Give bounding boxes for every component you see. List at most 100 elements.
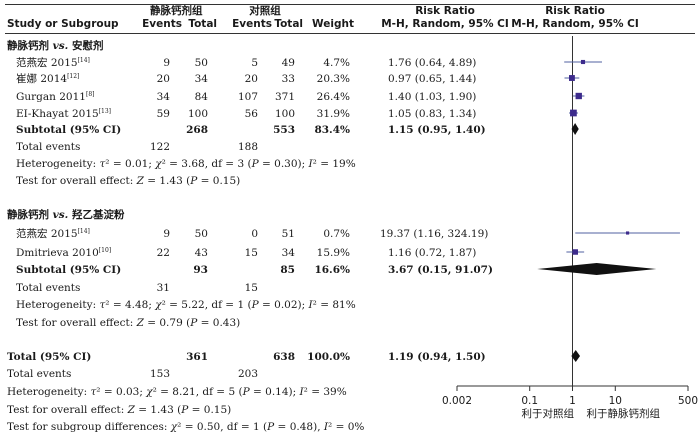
total-events-label: Total events: [16, 141, 81, 153]
study-name: EI-Khayat 2015[13]: [16, 108, 112, 120]
total-events-label: Total events: [7, 368, 72, 380]
risk-ratio-ci: 0.97 (0.65, 1.44): [388, 73, 477, 85]
rr-method-plot: M-H, Random, 95% CI: [511, 18, 639, 30]
total-events-label: Total events: [16, 282, 81, 294]
total-events-2: 203: [237, 368, 258, 380]
risk-ratio-ci: 1.16 (0.72, 1.87): [388, 247, 477, 259]
x-tick-label: 500: [678, 395, 698, 407]
total-events-2: 188: [237, 141, 258, 153]
risk-ratio-ci: 1.40 (1.03, 1.90): [388, 91, 477, 103]
total-2: 49: [281, 57, 295, 69]
subtotal-ci: 3.67 (0.15, 91.07): [388, 264, 493, 276]
total-events-1: 31: [156, 282, 170, 294]
subtotal-total-2: 553: [273, 124, 295, 136]
study-square-marker: [572, 249, 579, 255]
study-name: Gurgan 2011[8]: [16, 91, 95, 103]
subtotal-total-1: 268: [186, 124, 208, 136]
events-1: 59: [156, 108, 170, 120]
x-tick-label: 10: [609, 395, 622, 407]
events-2: 5: [251, 57, 258, 69]
heterogeneity-text: Heterogeneity: τ² = 4.48; χ² = 5.22, df …: [16, 299, 356, 311]
total-events-1: 122: [149, 141, 170, 153]
total-2: 51: [281, 228, 295, 240]
study-name: 崔娜 2014[12]: [16, 73, 80, 85]
total-1: 50: [194, 57, 208, 69]
heterogeneity-text: Heterogeneity: τ² = 0.01; χ² = 3.68, df …: [16, 158, 356, 170]
subtotal-label: Subtotal (95% CI): [16, 264, 122, 276]
total-2: 33: [281, 73, 295, 85]
pooled-diamond: [537, 263, 657, 275]
events-1: 20: [156, 73, 170, 85]
total-1: 100: [187, 108, 208, 120]
favours-left-label: 利于对照组: [521, 407, 574, 420]
total-1: 43: [194, 247, 208, 259]
events-2: 20: [244, 73, 258, 85]
total-2: 100: [274, 108, 295, 120]
overall-effect-text: Test for overall effect: Z = 1.43 (P = 0…: [16, 175, 241, 187]
study-square-marker: [580, 59, 586, 65]
weight: 4.7%: [323, 57, 350, 69]
subgroup-1-title: 静脉钙剂 vs. 安慰剂: [7, 40, 104, 52]
pooled-diamond: [571, 123, 579, 135]
total-1: 34: [194, 73, 208, 85]
risk-ratio-ci: 1.05 (0.83, 1.34): [388, 108, 477, 120]
weight: 26.4%: [316, 91, 350, 103]
weight: 31.9%: [316, 108, 350, 120]
total-events-1: 153: [149, 368, 170, 380]
overall-ci: 1.19 (0.94, 1.50): [388, 351, 486, 363]
events-2: 56: [244, 108, 258, 120]
study-name: 范燕宏 2015[14]: [16, 57, 90, 69]
x-tick-label: 1: [569, 395, 576, 407]
col-weight-header: Weight: [312, 18, 354, 30]
weight: 0.7%: [323, 228, 350, 240]
x-tick-label: 0.002: [442, 395, 472, 407]
subtotal-total-2: 85: [280, 264, 295, 276]
subtotal-total-1: 93: [193, 264, 208, 276]
total-2: 371: [274, 91, 295, 103]
subtotal-label: Subtotal (95% CI): [16, 124, 122, 136]
subtotal-ci: 1.15 (0.95, 1.40): [388, 124, 486, 136]
weight: 15.9%: [316, 247, 350, 259]
favours-right-label: 利于静脉钙剂组: [587, 407, 661, 420]
events-2: 107: [237, 91, 258, 103]
total-1: 50: [194, 228, 208, 240]
study-square-marker: [568, 75, 575, 81]
study-name: Dmitrieva 2010[10]: [16, 247, 112, 259]
subtotal-weight: 16.6%: [314, 264, 350, 276]
study-square-marker: [570, 109, 577, 117]
col-total2-header: Total: [274, 18, 303, 30]
col-events2-header: Events: [232, 18, 272, 30]
events-2: 0: [251, 228, 258, 240]
col-study-header: Study or Subgroup: [7, 18, 119, 30]
risk-ratio-ci: 19.37 (1.16, 324.19): [380, 228, 489, 240]
overall-effect-text: Test for overall effect: Z = 1.43 (P = 0…: [7, 404, 232, 416]
rr-method-numeric: M-H, Random, 95% CI: [381, 18, 509, 30]
study-square-marker: [575, 92, 582, 100]
subtotal-weight: 83.4%: [314, 124, 350, 136]
events-2: 15: [244, 247, 258, 259]
col-total1-header: Total: [188, 18, 217, 30]
total-events-2: 15: [244, 282, 258, 294]
overall-heterogeneity-text: Heterogeneity: τ² = 0.03; χ² = 8.21, df …: [7, 386, 347, 398]
rr-title-plot: Risk Ratio: [545, 5, 605, 17]
weight: 20.3%: [316, 73, 350, 85]
subgroup-2-title: 静脉钙剂 vs. 羟乙基淀粉: [7, 209, 125, 221]
col-events1-header: Events: [142, 18, 182, 30]
study-square-marker: [626, 231, 630, 235]
overall-total-2: 638: [273, 351, 295, 363]
header-top-rule: [5, 4, 695, 5]
rr-title-numeric: Risk Ratio: [415, 5, 475, 17]
events-1: 9: [163, 228, 170, 240]
events-1: 34: [156, 91, 170, 103]
study-name: 范燕宏 2015[14]: [16, 228, 90, 240]
overall-effect-text: Test for overall effect: Z = 0.79 (P = 0…: [16, 317, 241, 329]
subgroup-diff-text: Test for subgroup differences: χ² = 0.50…: [7, 421, 365, 433]
total-1: 84: [194, 91, 208, 103]
x-tick-label: 0.1: [521, 395, 538, 407]
overall-total-label: Total (95% CI): [7, 351, 92, 363]
col-group1-header: 静脉钙剂组: [150, 5, 203, 17]
events-1: 22: [156, 247, 170, 259]
total-2: 34: [281, 247, 295, 259]
overall-weight: 100.0%: [307, 351, 350, 363]
